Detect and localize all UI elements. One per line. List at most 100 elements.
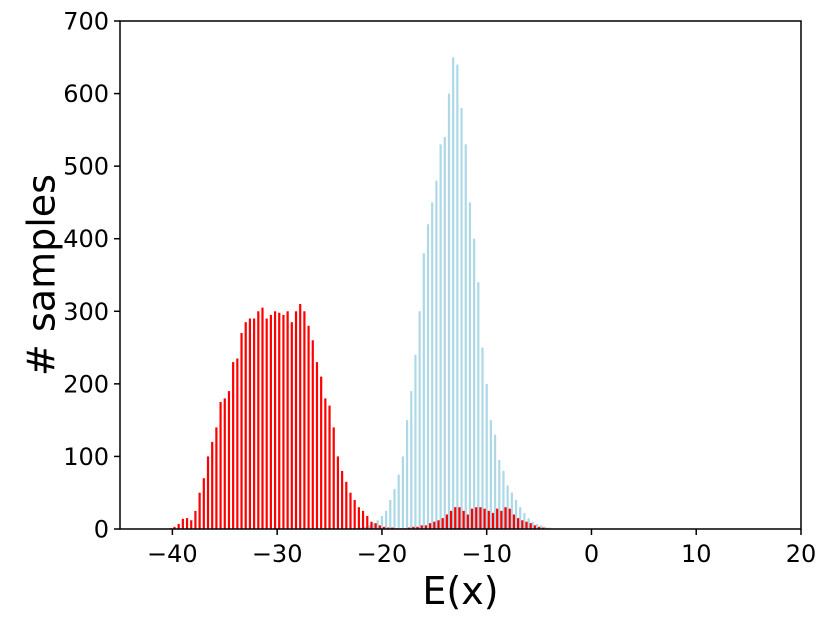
bar-series2 [248,318,252,529]
bar-series2 [483,508,486,529]
bar-series1 [431,202,434,529]
bar-series2 [307,325,310,529]
bar-series1 [456,64,459,529]
bar-series1 [535,523,539,529]
bar-series2 [353,499,356,529]
bar-series2 [303,311,306,529]
bar-series2 [211,441,214,529]
bar-series2 [537,526,541,529]
bar-series2 [449,510,453,529]
bar-series2 [206,456,210,529]
bar-series1 [477,282,480,529]
bar-series2 [177,523,180,529]
bar-series1 [540,525,543,529]
bar-series2 [190,520,193,529]
bar-series1 [489,420,492,529]
bar-series2 [278,312,281,529]
bar-series2 [240,333,243,529]
x-axis-label: E(x) [422,569,498,613]
bar-series2 [236,358,239,529]
bar-series2 [269,314,272,529]
bar-series2 [441,518,444,529]
bar-series2 [244,322,247,529]
bar-series2 [416,526,419,529]
bar-series2 [215,427,218,529]
bar-series1 [447,93,451,529]
bar-series1 [401,456,404,529]
bar-series1 [397,474,400,529]
bar-series2 [475,507,478,529]
y-tick-label: 500 [63,153,109,181]
bar-series1 [393,489,396,529]
bar-series2 [332,427,335,529]
bar-series2 [181,518,184,529]
bar-series2 [357,507,360,529]
bar-series1 [544,526,547,529]
bar-series1 [502,470,505,529]
bar-series1 [519,507,522,529]
bar-series2 [378,525,381,529]
bar-series1 [368,525,371,529]
bar-series2 [491,513,495,529]
bar-series2 [412,526,415,529]
bar-series2 [328,405,331,529]
y-tick-label: 300 [63,298,109,326]
bar-series1 [460,108,463,529]
bar-series1 [506,485,509,529]
y-tick-label: 700 [63,8,109,36]
x-tick-label: −40 [147,540,198,568]
bar-series2 [437,520,440,529]
y-tick-label: 0 [94,516,109,544]
x-tick-label: 10 [681,540,712,568]
bar-series1 [523,513,526,529]
bar-series2 [361,510,365,529]
bar-series2 [529,523,532,529]
bar-series2 [445,514,448,529]
bar-series2 [324,398,327,529]
bar-series2 [315,362,319,529]
bar-series2 [454,507,457,529]
bar-series2 [336,456,340,529]
bar-series2 [202,478,205,529]
bar-series2 [533,525,536,529]
bar-series2 [311,340,314,529]
bar-series2 [508,508,511,529]
bar-series2 [194,510,197,529]
bar-series2 [232,362,235,529]
bar-series2 [500,510,503,529]
bar-series1 [385,510,388,529]
bar-series2 [521,520,524,529]
bar-series2 [282,314,285,529]
bar-series2 [261,307,264,529]
y-tick-label: 100 [63,443,109,471]
bar-series2 [517,518,520,529]
bar-series2 [429,523,432,529]
bar-series1 [473,238,476,529]
bar-series2 [273,311,277,529]
y-tick-label: 600 [63,80,109,108]
bar-series1 [414,354,417,529]
bar-series2 [433,521,436,529]
x-axis-ticks: −40 −30 −20 −10 0 10 20 [147,529,816,568]
bar-series1 [443,137,446,530]
x-tick-label: −20 [357,540,408,568]
bar-series2 [382,526,386,529]
bar-series1 [468,202,472,529]
bar-series2 [479,507,482,529]
bar-series2 [173,526,176,529]
bar-series1 [531,521,534,529]
bar-series2 [185,518,189,529]
bar-series2 [512,514,516,529]
bar-series2 [290,322,293,529]
bar-series2 [265,318,268,529]
bar-series1 [452,57,455,529]
bar-series2 [466,514,469,529]
bar-series1 [485,383,488,529]
bar-series1 [376,520,379,529]
bar-series1 [514,499,518,529]
bar-series2 [487,510,490,529]
bar-series2 [341,470,344,529]
bar-series1 [380,515,384,529]
bar-series2 [366,515,369,529]
